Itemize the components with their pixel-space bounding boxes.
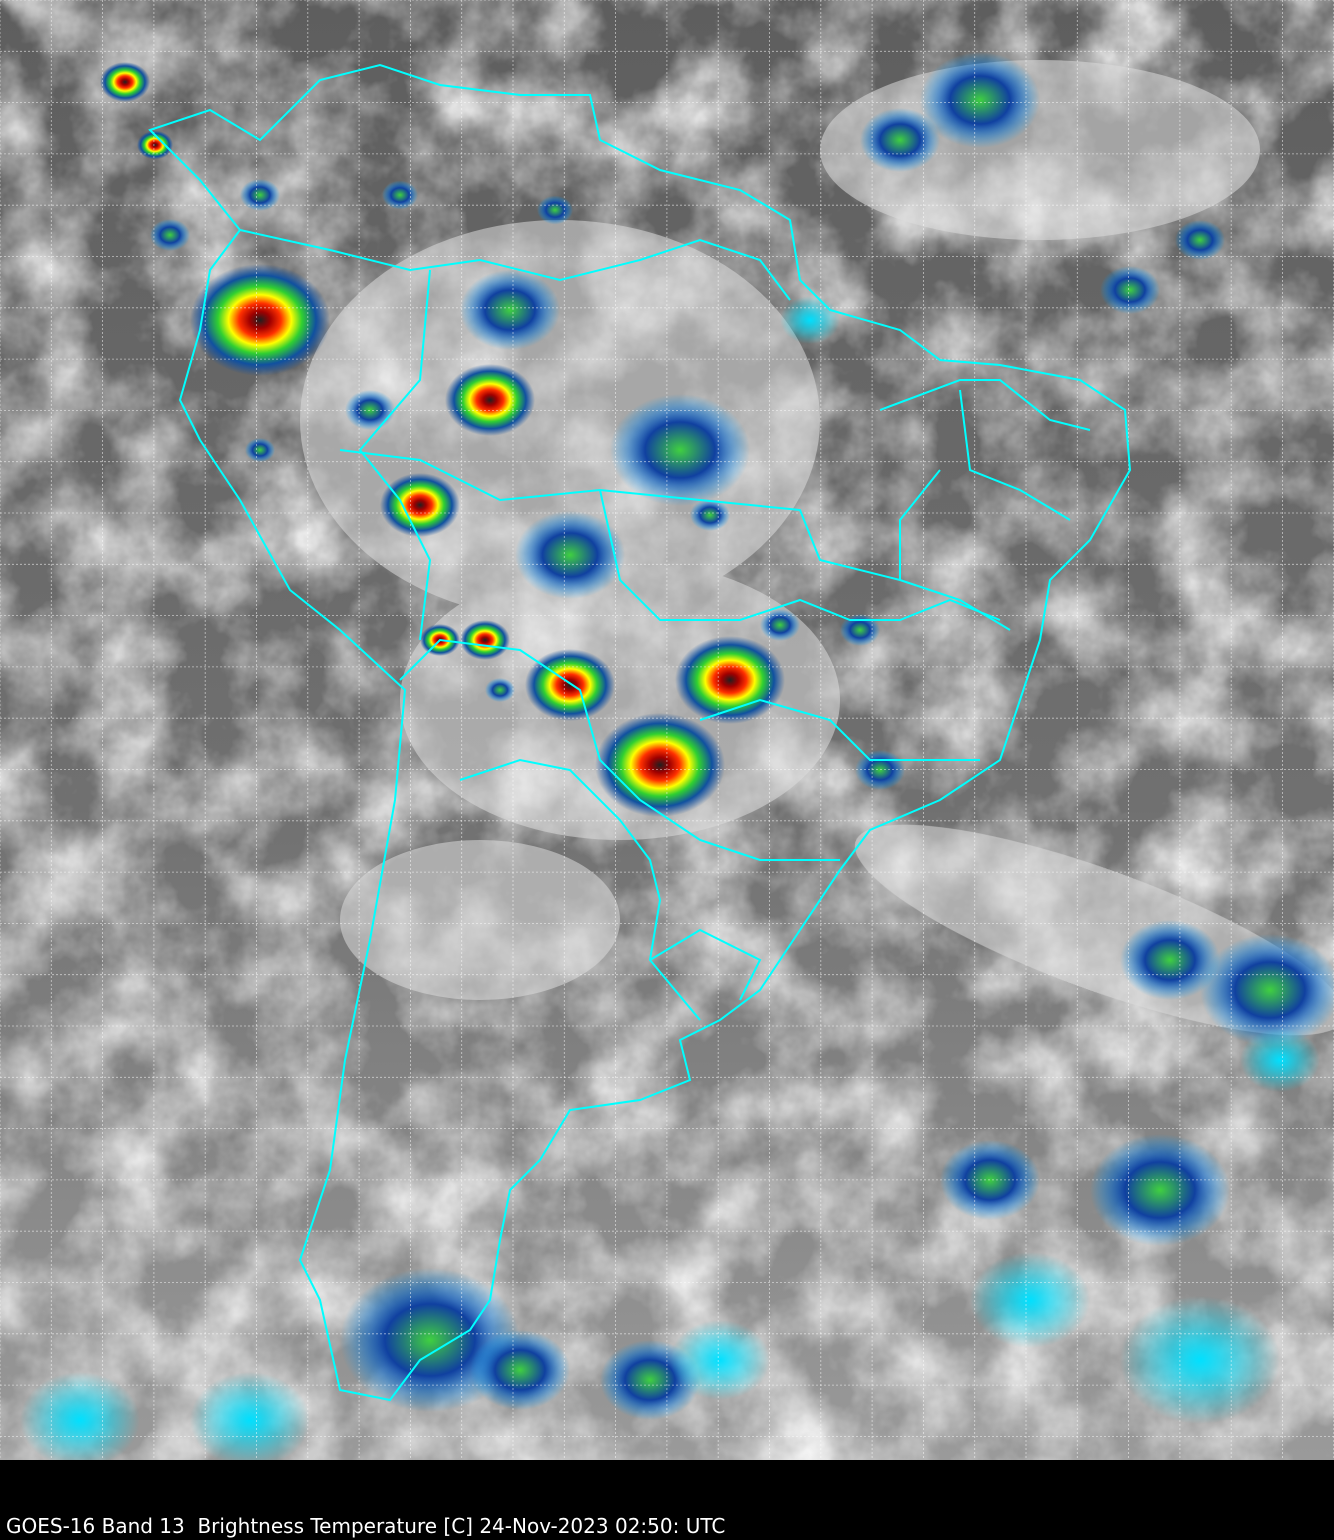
- cloud-cell: [1240, 1028, 1320, 1092]
- cloud-cell: [595, 713, 725, 817]
- cloud-cell: [690, 499, 730, 531]
- cloud-cell: [460, 620, 510, 660]
- cloud-cell: [525, 649, 615, 721]
- convective-cloud-tops: [20, 52, 1334, 1460]
- cloud-cell: [150, 219, 190, 251]
- cloud-cell: [920, 52, 1040, 148]
- cloud-cell: [485, 678, 515, 702]
- cloud-cell: [1120, 920, 1220, 1000]
- cloud-cell: [970, 1252, 1090, 1348]
- cloud-cell: [1090, 1134, 1230, 1246]
- cloud-cell: [240, 179, 280, 211]
- cloud-cell: [382, 180, 418, 210]
- cloud-cell: [515, 511, 625, 599]
- cloud-cell: [380, 473, 460, 537]
- cloud-cell: [1120, 1296, 1280, 1424]
- cloud-cell: [610, 394, 750, 506]
- cloud-cell: [855, 750, 905, 790]
- cloud-cell: [460, 270, 560, 350]
- cloud-cell: [860, 108, 940, 172]
- cloud-cell: [190, 264, 330, 376]
- cloud-cell: [760, 609, 800, 641]
- cloud-cell: [245, 438, 275, 462]
- cloud-cell: [100, 62, 150, 102]
- cloud-cell: [675, 636, 785, 724]
- cloud-cell: [670, 1320, 770, 1400]
- cloud-cell: [190, 1372, 310, 1460]
- satellite-map: [0, 0, 1334, 1460]
- cloud-cell: [840, 614, 880, 646]
- cloud-cell: [470, 1330, 570, 1410]
- cloud-cell: [1175, 220, 1225, 260]
- cloud-cell: [537, 195, 573, 225]
- cloud-cell: [1100, 266, 1160, 314]
- cloud-cell: [445, 364, 535, 436]
- cloud-cell: [1200, 934, 1334, 1046]
- country-borders: [148, 63, 1132, 1402]
- cloud-cell: [780, 296, 840, 344]
- cloud-cell: [137, 130, 173, 160]
- image-caption: GOES-16 Band 13 Brightness Temperature […: [6, 1514, 726, 1538]
- cloud-cell: [20, 1372, 140, 1460]
